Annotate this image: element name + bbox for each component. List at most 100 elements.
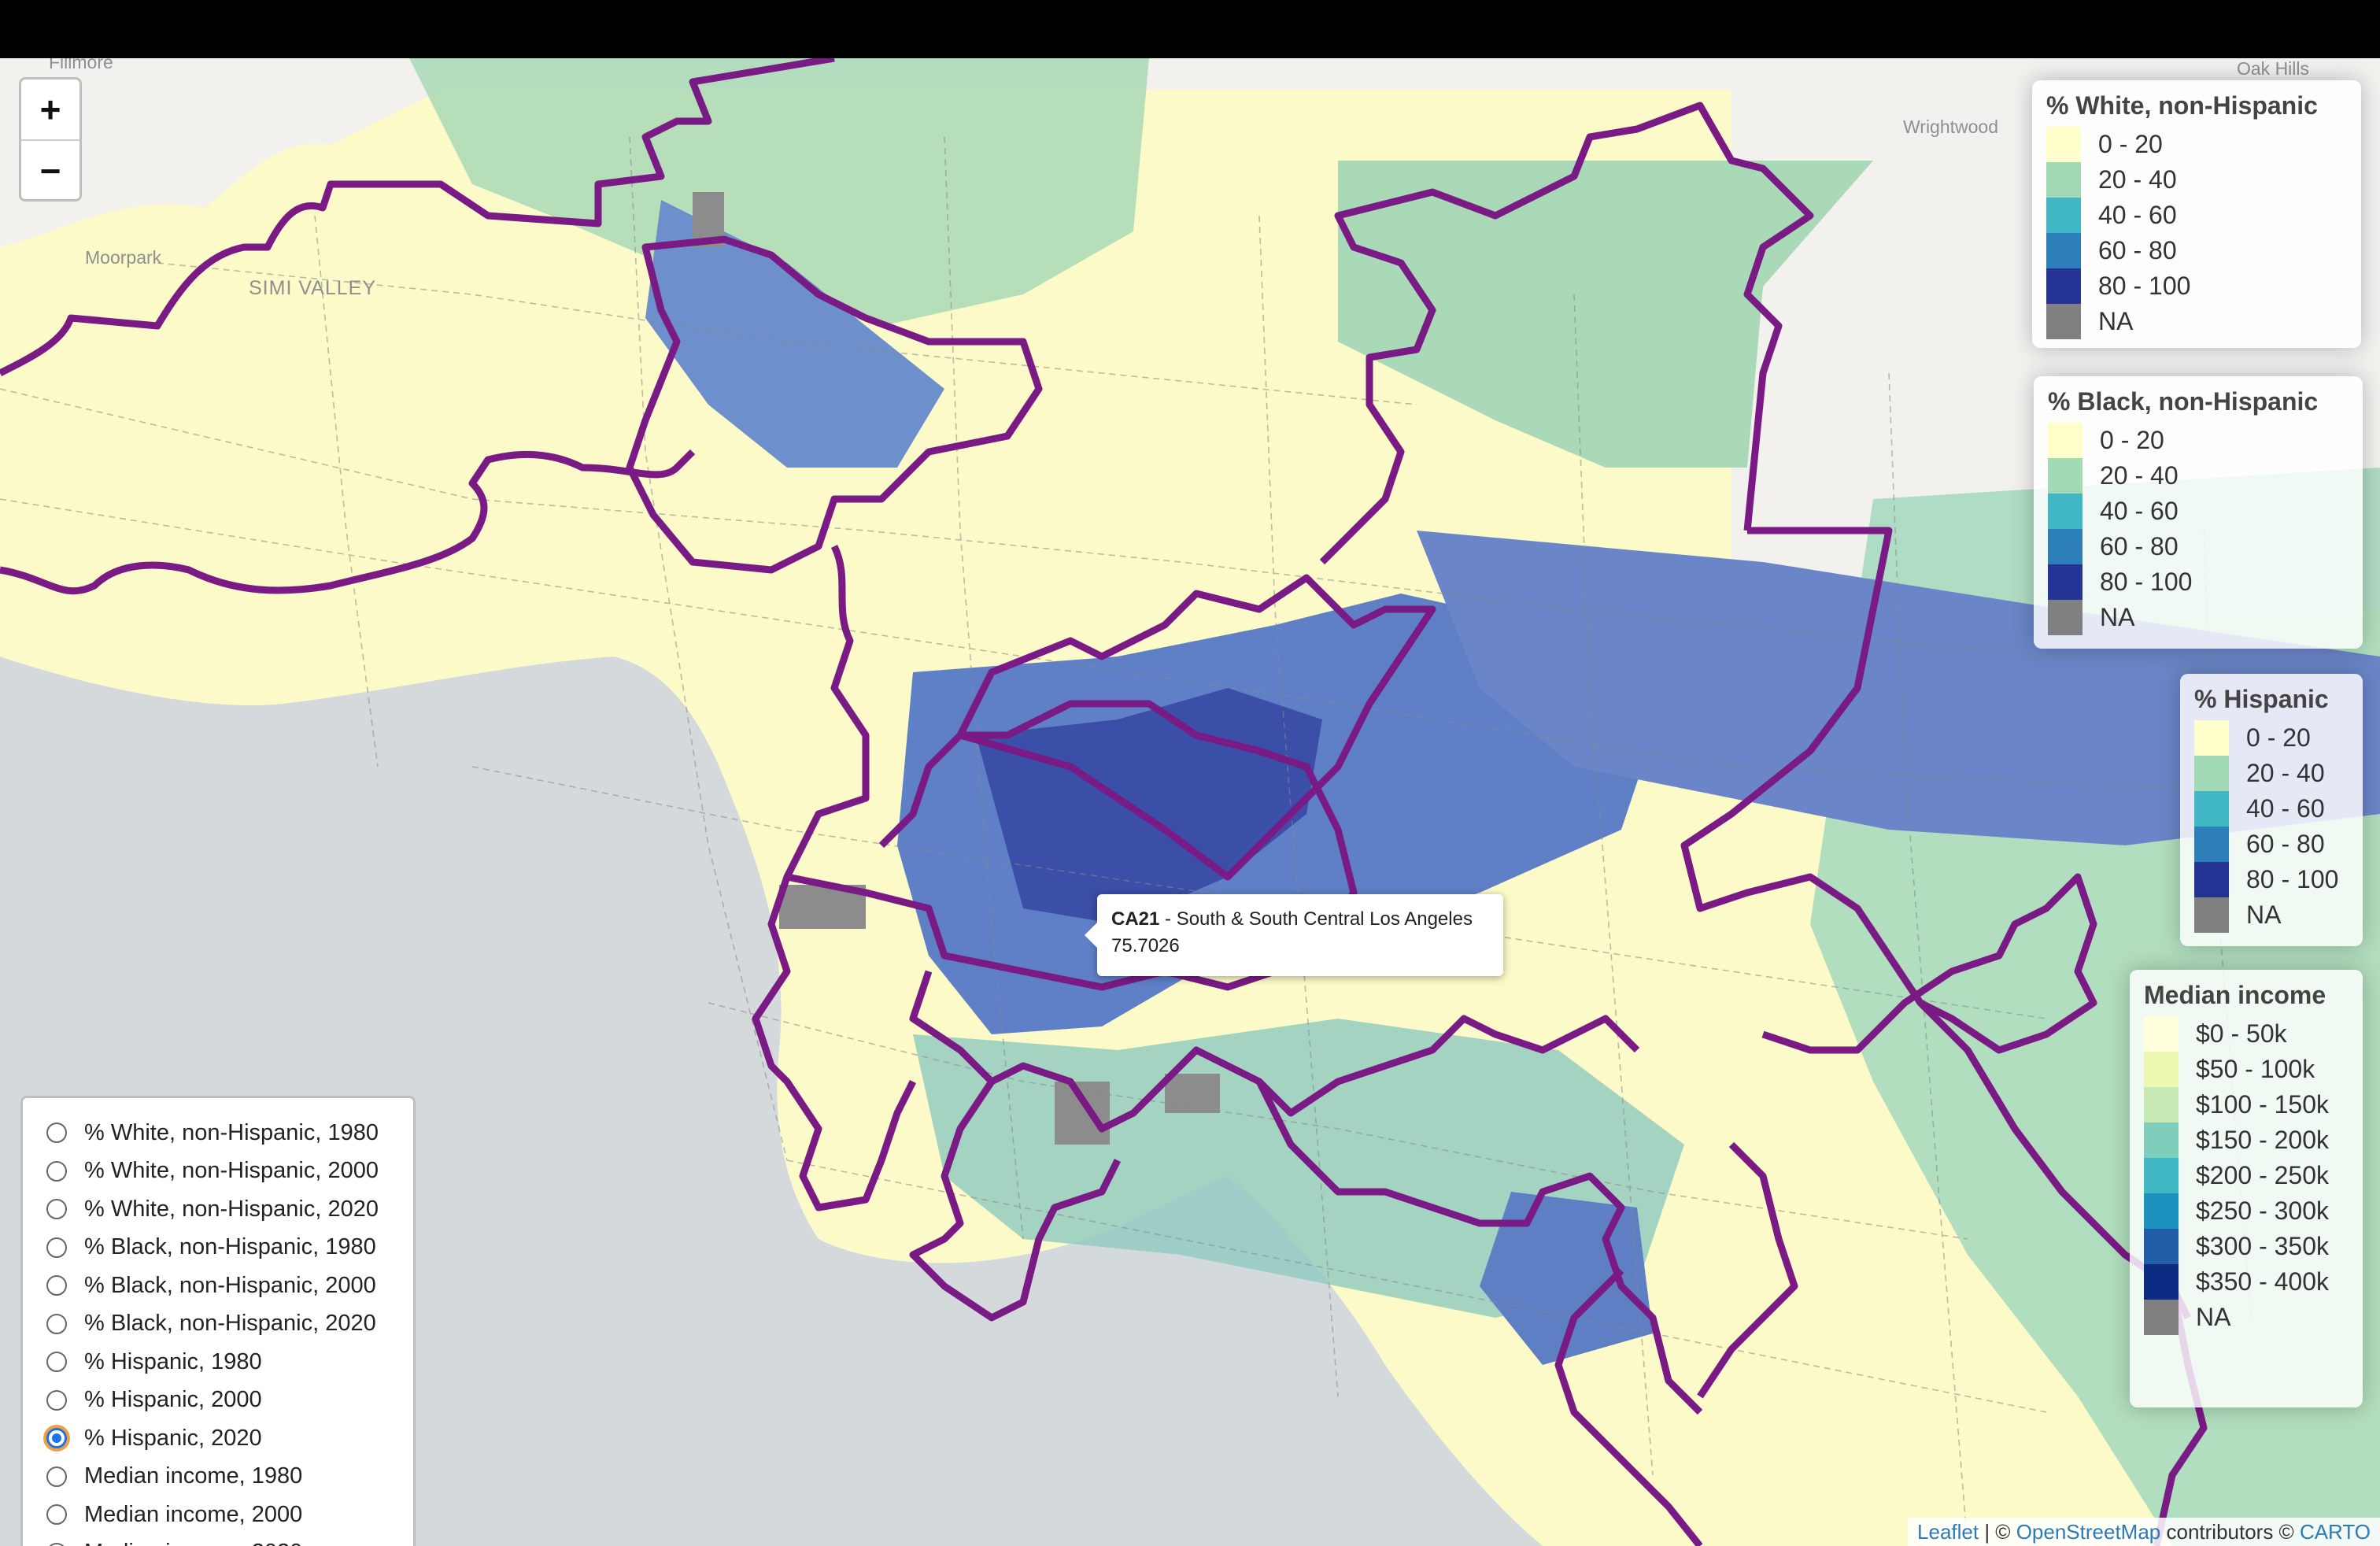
layer-radio-button[interactable] — [46, 1199, 67, 1220]
legend-swatch — [2144, 1123, 2179, 1158]
legend-item: $250 - 300k — [2144, 1193, 2349, 1229]
zoom-in-button[interactable]: + — [21, 80, 79, 141]
layer-radio-button[interactable] — [46, 1389, 67, 1411]
place-label-fillmore: Fillmore — [49, 58, 113, 72]
legend-swatch — [2046, 162, 2081, 198]
layer-radio-button[interactable] — [46, 1313, 67, 1334]
legend-label: 60 - 80 — [2100, 532, 2179, 560]
legend-swatch — [2144, 1052, 2179, 1087]
layer-option-label: % Hispanic, 1980 — [84, 1348, 262, 1374]
legend-item: $150 - 200k — [2144, 1123, 2349, 1158]
tract-blue-east — [1417, 531, 2380, 845]
legend-swatch — [2046, 268, 2081, 304]
legend-swatch — [2046, 233, 2081, 268]
layer-option[interactable]: % Hispanic, 1980 — [46, 1343, 401, 1381]
tooltip-district-code: CA21 — [1111, 908, 1160, 930]
tract-green-north — [409, 58, 1149, 326]
legend-item: 80 - 100 — [2046, 268, 2347, 304]
carto-link[interactable]: CARTO — [2299, 1519, 2371, 1544]
tooltip-district-name: - South & South Central Los Angeles — [1159, 908, 1473, 930]
layer-radio-button[interactable] — [46, 1160, 67, 1182]
legend-label: 80 - 100 — [2246, 865, 2339, 893]
district-borders — [0, 58, 2208, 1546]
layer-control: % White, non-Hispanic, 1980 % White, non-… — [20, 1096, 416, 1546]
legend-label: 60 - 80 — [2098, 236, 2177, 264]
layer-radio-button[interactable] — [46, 1275, 67, 1296]
attribution-contributors: contributors © — [2160, 1519, 2300, 1544]
legend-label: 20 - 40 — [2100, 461, 2179, 490]
layer-option-label: % Black, non-Hispanic, 1980 — [84, 1234, 376, 1260]
legend-title: % Black, non-Hispanic — [2048, 387, 2319, 416]
map-attribution: Leaflet | © OpenStreetMap contributors ©… — [1908, 1518, 2380, 1546]
zoom-out-button[interactable]: − — [39, 150, 61, 191]
layer-option[interactable]: Median income, 2000 — [46, 1496, 401, 1534]
legend-swatch — [2144, 1300, 2179, 1335]
layer-option[interactable]: % White, non-Hispanic, 2000 — [46, 1152, 401, 1191]
layer-option-label: % Hispanic, 2020 — [84, 1425, 262, 1451]
legend-item: 0 - 20 — [2048, 423, 2349, 458]
layer-radio-button[interactable] — [46, 1428, 67, 1449]
layer-option[interactable]: % Black, non-Hispanic, 2000 — [46, 1267, 401, 1305]
legend-swatch — [2144, 1229, 2179, 1264]
layer-radio-button[interactable] — [46, 1352, 67, 1373]
layer-option-label: % Hispanic, 2000 — [84, 1387, 262, 1413]
legend-item: 20 - 40 — [2048, 458, 2349, 494]
legend-swatch — [2046, 198, 2081, 233]
district-tooltip: CA21 - South & South Central Los Angeles… — [1085, 894, 1503, 976]
layer-radio-button[interactable] — [46, 1123, 67, 1144]
legend-swatch — [2046, 304, 2081, 339]
layer-option[interactable]: % Hispanic, 2020 — [46, 1419, 401, 1458]
legend-item: $200 - 250k — [2144, 1158, 2349, 1193]
legend-item: NA — [2048, 600, 2349, 635]
layer-option-label: Median income, 2000 — [84, 1501, 303, 1527]
legend-swatch — [2144, 1016, 2179, 1052]
choropleth-map[interactable] — [0, 58, 2380, 1546]
layer-option[interactable]: % Black, non-Hispanic, 1980 — [46, 1229, 401, 1267]
legend-label: NA — [2100, 603, 2135, 631]
layer-option[interactable]: % White, non-Hispanic, 2020 — [46, 1190, 401, 1229]
legend-swatch — [2194, 720, 2229, 756]
legend-swatch — [2048, 564, 2082, 600]
legend-label: 40 - 60 — [2098, 201, 2177, 229]
openstreetmap-link[interactable]: OpenStreetMap — [2016, 1519, 2161, 1544]
legend-item: 40 - 60 — [2046, 198, 2347, 233]
legend-swatch — [2048, 600, 2082, 635]
layer-option[interactable]: % Hispanic, 2000 — [46, 1381, 401, 1420]
legend-label: $50 - 100k — [2196, 1055, 2315, 1083]
legend-item: $350 - 400k — [2144, 1264, 2349, 1300]
legend-swatch — [2046, 127, 2081, 162]
legend-item: 60 - 80 — [2194, 827, 2349, 862]
legend-swatch — [2048, 529, 2082, 564]
legend-white: % White, non-Hispanic 0 - 20 20 - 40 40 - … — [2032, 80, 2361, 348]
legend-title: % Hispanic — [2194, 685, 2329, 713]
layer-radio-button[interactable] — [46, 1237, 67, 1258]
layer-radio-button[interactable] — [46, 1542, 67, 1546]
legend-label: NA — [2098, 307, 2134, 335]
layer-option-label: Median income, 2020 — [84, 1540, 302, 1546]
layer-radio-button[interactable] — [46, 1504, 67, 1526]
legend-income: Median income $0 - 50k $50 - 100k $100 - 1… — [2130, 970, 2363, 1407]
layer-option-label: % Black, non-Hispanic, 2020 — [84, 1311, 376, 1337]
legend-label: 40 - 60 — [2100, 497, 2179, 525]
legend-item: NA — [2046, 304, 2347, 339]
legend-item: NA — [2144, 1300, 2349, 1335]
legend-label: NA — [2196, 1303, 2231, 1331]
place-label-wrightwood: Wrightwood — [1903, 117, 1999, 137]
legend-label: 80 - 100 — [2100, 568, 2193, 596]
legend-item: NA — [2194, 897, 2349, 933]
layer-option-label: Median income, 1980 — [84, 1463, 303, 1489]
legend-title: % White, non-Hispanic — [2046, 91, 2318, 120]
layer-radio-button[interactable] — [46, 1466, 67, 1487]
leaflet-link[interactable]: Leaflet — [1917, 1519, 1979, 1544]
layer-option[interactable]: Median income, 2020 — [46, 1534, 401, 1546]
legend-item: 60 - 80 — [2046, 233, 2347, 268]
legend-item: $50 - 100k — [2144, 1052, 2349, 1087]
legend-label: NA — [2246, 901, 2282, 929]
layer-option[interactable]: Median income, 1980 — [46, 1458, 401, 1496]
legend-swatch — [2144, 1158, 2179, 1193]
map-canvas[interactable]: Fillmore Oak Hills Wrightwood Moorpark S… — [0, 58, 2380, 1546]
layer-option[interactable]: % Black, non-Hispanic, 2020 — [46, 1305, 401, 1344]
legend-swatch — [2194, 862, 2229, 897]
legend-item: 40 - 60 — [2194, 791, 2349, 827]
layer-option[interactable]: % White, non-Hispanic, 1980 — [46, 1114, 401, 1152]
